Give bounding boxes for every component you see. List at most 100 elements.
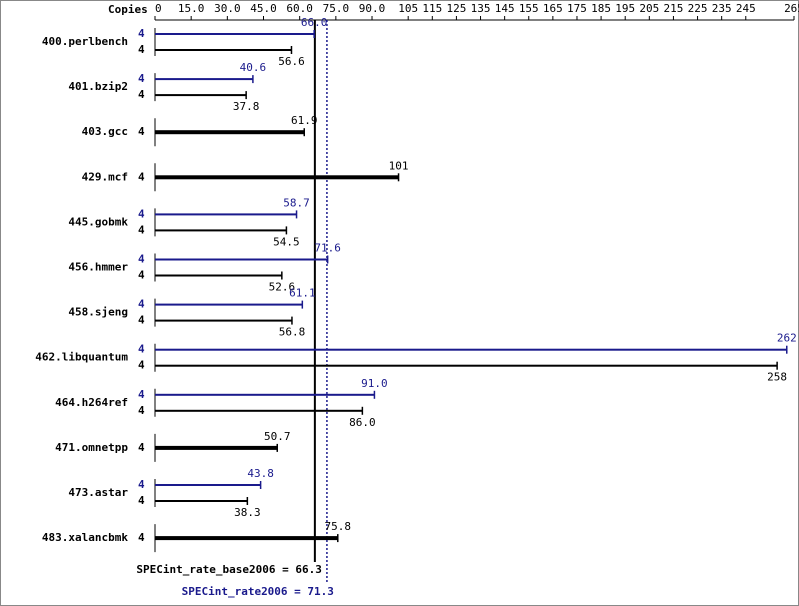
copies: 4 — [138, 441, 145, 454]
copies: 4 — [138, 314, 145, 327]
value-label: 37.8 — [233, 100, 260, 113]
value-label: 38.3 — [234, 506, 261, 519]
bar — [155, 213, 297, 216]
bar — [155, 348, 787, 351]
copies: 4 — [138, 343, 145, 356]
value-label: 71.6 — [314, 242, 341, 255]
x-tick-label: 245 — [736, 2, 756, 15]
bar — [155, 130, 305, 135]
category-label: 429.mcf — [82, 170, 128, 183]
copies: 4 — [138, 223, 145, 236]
value-label: 61.1 — [289, 287, 316, 300]
x-tick-label: 265 — [784, 2, 799, 15]
bar — [155, 258, 328, 261]
category-label: 458.sjeng — [68, 306, 128, 319]
bar — [155, 445, 278, 450]
bar — [155, 364, 778, 367]
reference-label: SPECint_rate2006 = 71.3 — [182, 585, 334, 598]
copies: 4 — [138, 298, 145, 311]
category-label: 464.h264ref — [55, 396, 128, 409]
value-label: 56.8 — [279, 326, 306, 339]
bar — [155, 500, 248, 502]
x-tick-label: 0 — [155, 2, 162, 15]
x-tick-label: 135 — [471, 2, 491, 15]
x-tick-label: 215 — [663, 2, 683, 15]
x-tick-label: 90.0 — [359, 2, 386, 15]
copies: 4 — [138, 170, 145, 183]
value-label: 66.0 — [301, 16, 328, 29]
value-label: 56.6 — [278, 55, 305, 68]
copies: 4 — [138, 125, 145, 138]
copies: 4 — [138, 269, 145, 282]
x-tick-label: 45.0 — [250, 2, 277, 15]
copies: 4 — [138, 253, 145, 266]
category-label: 445.gobmk — [68, 215, 128, 228]
bar — [155, 49, 292, 51]
x-tick-label: 115 — [422, 2, 442, 15]
value-label: 52.6 — [269, 281, 296, 294]
value-label: 262 — [777, 332, 797, 345]
bar — [155, 229, 287, 232]
bar — [155, 303, 303, 306]
bar — [155, 409, 363, 412]
x-tick-label: 205 — [639, 2, 659, 15]
bar — [155, 484, 261, 486]
value-label: 86.0 — [349, 416, 376, 429]
value-label: 40.6 — [240, 61, 267, 74]
value-label: 258 — [767, 371, 787, 384]
copies: 4 — [138, 494, 145, 507]
category-label: 473.astar — [68, 486, 128, 499]
copies: 4 — [138, 43, 145, 56]
category-label: 401.bzip2 — [68, 80, 128, 93]
x-tick-label: 185 — [591, 2, 611, 15]
reference-label: SPECint_rate_base2006 = 66.3 — [136, 563, 321, 576]
value-label: 54.5 — [273, 235, 300, 248]
x-tick-label: 165 — [543, 2, 563, 15]
value-label: 50.7 — [264, 430, 291, 443]
category-label: 400.perlbench — [42, 35, 128, 48]
category-label: 462.libquantum — [35, 351, 128, 364]
copies: 4 — [138, 207, 145, 220]
value-label: 61.9 — [291, 114, 318, 127]
x-tick-label: 175 — [567, 2, 587, 15]
bar — [155, 274, 282, 277]
copies: 4 — [138, 404, 145, 417]
x-tick-label: 15.0 — [178, 2, 205, 15]
bar — [155, 94, 247, 97]
bar — [155, 175, 399, 180]
value-label: 43.8 — [247, 467, 274, 480]
x-tick-label: 105 — [398, 2, 418, 15]
copies: 4 — [138, 72, 145, 85]
copies: 4 — [138, 478, 145, 491]
copies: 4 — [138, 27, 145, 40]
bar — [155, 393, 375, 396]
category-label: 483.xalancbmk — [42, 531, 128, 544]
x-tick-label: 225 — [688, 2, 708, 15]
copies: 4 — [138, 531, 145, 544]
bar — [155, 33, 315, 35]
category-label: 456.hmmer — [68, 261, 128, 274]
x-tick-label: 155 — [519, 2, 539, 15]
copies: 4 — [138, 88, 145, 101]
copies: 4 — [138, 388, 145, 401]
category-label: 471.omnetpp — [55, 441, 128, 454]
value-label: 101 — [389, 159, 409, 172]
x-tick-label: 60.0 — [286, 2, 313, 15]
x-tick-label: 235 — [712, 2, 732, 15]
bar — [155, 536, 338, 541]
bar — [155, 78, 253, 81]
bar — [155, 319, 292, 322]
copies: 4 — [138, 359, 145, 372]
copies-header: Copies — [108, 3, 148, 16]
x-tick-label: 125 — [446, 2, 466, 15]
value-label: 58.7 — [283, 196, 310, 209]
value-label: 75.8 — [325, 520, 352, 533]
x-tick-label: 145 — [495, 2, 515, 15]
value-label: 91.0 — [361, 377, 388, 390]
x-tick-label: 75.0 — [323, 2, 350, 15]
category-label: 403.gcc — [82, 125, 128, 138]
x-tick-label: 195 — [615, 2, 635, 15]
x-tick-label: 30.0 — [214, 2, 241, 15]
